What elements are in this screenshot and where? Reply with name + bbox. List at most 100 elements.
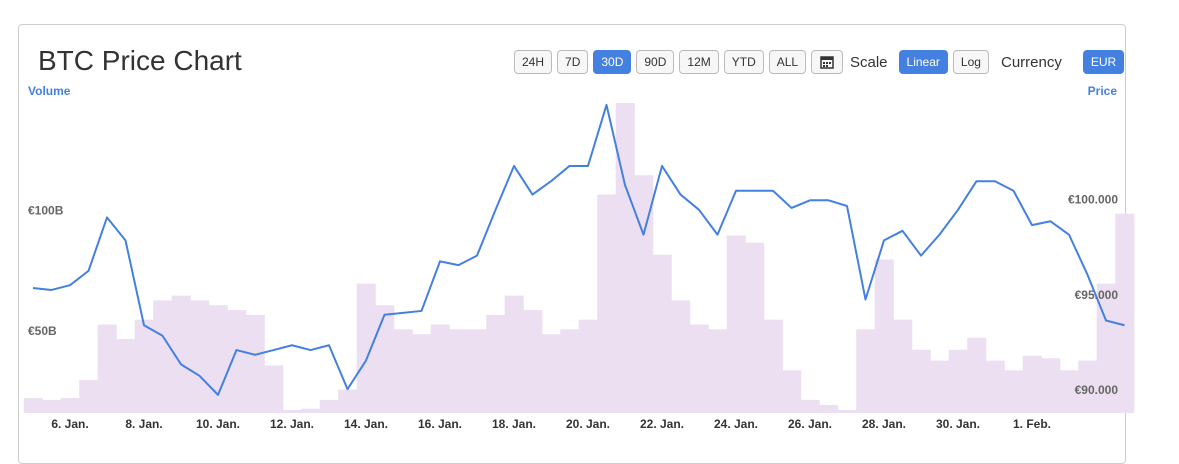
x-tick-label: 20. Jan. xyxy=(566,417,610,431)
volume-bar xyxy=(97,324,117,413)
volume-bar xyxy=(116,338,136,413)
volume-bar xyxy=(467,329,487,413)
volume-bar xyxy=(560,329,580,413)
volume-bars xyxy=(23,103,1135,413)
page: BTC Price Chart 24H 7D 30D 90D 12M YTD ALL Sca… xyxy=(18,24,1135,464)
volume-bar xyxy=(541,334,561,413)
volume-bar xyxy=(356,283,376,413)
volume-bar xyxy=(79,379,99,413)
button[interactable]: 30D xyxy=(593,50,632,74)
chart: Volume Price €50B €100B €90.000 €95.000 €100… xyxy=(23,84,1135,431)
volume-bar xyxy=(227,310,247,413)
price-line-group xyxy=(32,103,1125,396)
volume-bar xyxy=(1115,213,1135,413)
volume-bar xyxy=(1041,358,1061,413)
volume-bar xyxy=(689,324,709,413)
volume-bar xyxy=(874,259,894,413)
volume-bar xyxy=(486,314,506,413)
volume-bar xyxy=(60,397,80,413)
volume-bar xyxy=(208,305,228,413)
y-tick-label: €100B xyxy=(28,204,64,218)
volume-bar xyxy=(282,409,302,413)
volume-bar xyxy=(375,305,395,413)
x-tick-label: 6. Jan. xyxy=(51,417,88,431)
volume-bar xyxy=(708,329,728,413)
calendar-button[interactable] xyxy=(811,50,844,74)
calendar-icon xyxy=(820,56,834,69)
x-tick-label: 8. Jan. xyxy=(125,417,162,431)
volume-bar xyxy=(837,409,857,413)
volume-bar xyxy=(245,314,265,413)
volume-bar xyxy=(190,300,210,413)
y-axis-title: Volume xyxy=(28,84,71,98)
scale-label: Scale xyxy=(850,53,888,71)
button[interactable]: 7D xyxy=(557,50,589,74)
button[interactable]: Linear xyxy=(898,50,948,74)
volume-bar xyxy=(726,235,746,413)
x-tick-label: 30. Jan. xyxy=(936,417,980,431)
volume-bar xyxy=(930,360,950,413)
y-tick-label: €50B xyxy=(28,324,57,338)
x-tick-label: 12. Jan. xyxy=(270,417,314,431)
volume-bar xyxy=(893,319,913,413)
currency-controls: Currency EUR xyxy=(1001,50,1125,74)
chart-title: BTC Price Chart xyxy=(38,45,242,76)
volume-bar xyxy=(819,404,839,413)
x-tick-label: 26. Jan. xyxy=(788,417,832,431)
volume-bar xyxy=(393,329,413,413)
volume-bar xyxy=(412,334,432,413)
volume-bar xyxy=(449,329,469,413)
volume-bar xyxy=(967,337,987,413)
volume-bar xyxy=(301,408,321,413)
button[interactable]: 24H xyxy=(514,50,553,74)
y2-tick-label: €100.000 xyxy=(1068,192,1118,206)
volume-bar xyxy=(430,324,450,413)
volume-bar xyxy=(634,175,654,413)
volume-bar xyxy=(782,370,802,413)
button[interactable]: ALL xyxy=(768,50,807,74)
volume-bar xyxy=(1078,360,1098,413)
x-tick-label: 1. Feb. xyxy=(1013,417,1051,431)
currency-label: Currency xyxy=(1001,53,1062,71)
x-tick-label: 24. Jan. xyxy=(714,417,758,431)
x-tick-label: 10. Jan. xyxy=(196,417,240,431)
volume-bar xyxy=(578,319,598,413)
range-buttons: 24H 7D 30D 90D 12M YTD ALL xyxy=(514,50,844,74)
x-tick-label: 18. Jan. xyxy=(492,417,536,431)
volume-bar xyxy=(671,300,691,413)
volume-bar xyxy=(338,389,358,413)
y2-tick-label: €90.000 xyxy=(1075,383,1119,397)
x-tick-label: 14. Jan. xyxy=(344,417,388,431)
button[interactable]: EUR xyxy=(1082,50,1125,74)
x-tick-label: 16. Jan. xyxy=(418,417,462,431)
scale-controls: Scale Linear Log xyxy=(850,50,989,74)
button[interactable]: 90D xyxy=(636,50,675,74)
volume-bar xyxy=(597,194,617,413)
y2-tick-label: €95.000 xyxy=(1075,288,1119,302)
volume-bar xyxy=(1022,355,1042,413)
volume-bar xyxy=(800,399,820,413)
volume-bar xyxy=(911,349,931,413)
volume-bar xyxy=(652,254,672,413)
volume-bar xyxy=(615,103,635,413)
x-tick-label: 22. Jan. xyxy=(640,417,684,431)
volume-bar xyxy=(1096,283,1116,413)
volume-bar xyxy=(523,310,543,413)
volume-bar xyxy=(171,295,191,413)
x-tick-label: 28. Jan. xyxy=(862,417,906,431)
volume-bar xyxy=(1004,370,1024,413)
button[interactable]: 12M xyxy=(679,50,719,74)
volume-bar xyxy=(948,349,968,413)
volume-bar xyxy=(23,397,43,413)
volume-bar xyxy=(264,365,284,413)
volume-bar xyxy=(319,399,339,413)
button[interactable]: Log xyxy=(952,50,989,74)
volume-bar xyxy=(985,360,1005,413)
volume-bar xyxy=(745,242,765,413)
volume-bar xyxy=(1059,370,1079,413)
volume-bar xyxy=(504,295,524,413)
volume-bar xyxy=(763,319,783,413)
volume-bar xyxy=(856,329,876,413)
button[interactable]: YTD xyxy=(723,50,764,74)
price-line xyxy=(32,103,1125,396)
